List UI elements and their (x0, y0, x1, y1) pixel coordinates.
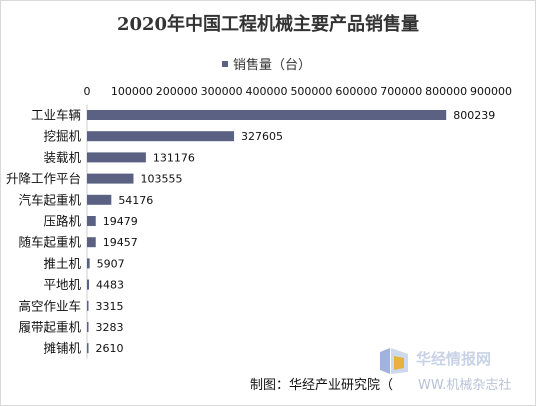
bar (87, 131, 235, 142)
watermark-tail: WW.机械杂志社 (418, 378, 512, 393)
bar (87, 216, 96, 226)
legend-swatch (222, 60, 228, 67)
category-label: 随车起重机 (18, 235, 81, 250)
bar (87, 300, 89, 311)
bars (87, 110, 447, 354)
source-note: 制图：华经产业研究院（ (250, 378, 394, 393)
value-label: 3283 (96, 321, 124, 334)
value-label: 2610 (96, 342, 124, 355)
value-label: 19457 (103, 236, 138, 249)
x-tick-label: 700000 (380, 85, 422, 98)
value-label: 103555 (140, 173, 182, 186)
value-label: 5907 (97, 257, 125, 270)
value-label: 3315 (96, 300, 124, 313)
legend-label: 销售量（台） (233, 58, 312, 73)
x-tick-label: 900000 (470, 85, 512, 98)
x-tick-label: 300000 (201, 85, 243, 98)
value-label: 54176 (118, 194, 153, 207)
category-label: 工业车辆 (31, 108, 81, 123)
bar (87, 258, 90, 269)
category-label: 平地机 (43, 277, 81, 292)
bar (87, 110, 447, 120)
x-tick-label: 800000 (425, 85, 467, 98)
value-label: 131176 (153, 151, 195, 164)
bar (87, 322, 89, 332)
chart-title: 2020年中国工程机械主要产品销售量 (116, 14, 420, 35)
x-tick-label: 500000 (290, 85, 332, 98)
category-label: 升降工作平台 (6, 171, 81, 186)
watermark-logo-icon (380, 348, 408, 374)
category-label: 压路机 (43, 214, 81, 229)
bar (87, 194, 112, 205)
x-tick-label: 100000 (111, 85, 153, 98)
bar (87, 173, 134, 184)
value-label: 327605 (241, 130, 283, 143)
value-label: 19479 (103, 215, 138, 228)
category-label: 履带起重机 (18, 320, 81, 335)
x-tick-label: 600000 (335, 85, 377, 98)
category-label: 汽车起重机 (18, 192, 81, 207)
legend: 销售量（台） (222, 54, 311, 73)
x-tick-label: 200000 (156, 85, 198, 98)
category-label: 挖掘机 (43, 129, 81, 144)
category-label: 高空作业车 (18, 298, 81, 313)
category-label: 摊铺机 (43, 341, 81, 356)
x-tick-label: 0 (84, 85, 91, 98)
bar (87, 237, 96, 248)
value-label: 800239 (453, 109, 495, 122)
watermark-text: 华经情报网 (416, 350, 492, 368)
x-axis-ticks: 0 100000 200000 300000 400000 500000 600000 700… (84, 85, 513, 98)
bar (87, 152, 146, 163)
bar (87, 343, 89, 354)
category-labels: 工业车辆挖掘机装载机升降工作平台汽车起重机压路机随车起重机推土机平地机高空作业车… (6, 108, 82, 356)
bar (87, 279, 90, 290)
value-label: 4483 (96, 279, 124, 292)
category-label: 推土机 (43, 256, 81, 271)
category-label: 装载机 (43, 150, 81, 165)
value-labels: 800239 327605 131176 103555 54176 19479 19457 5… (96, 109, 496, 355)
x-tick-label: 400000 (246, 85, 288, 98)
